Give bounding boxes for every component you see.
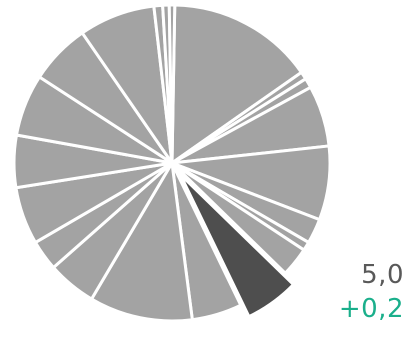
pie-slice-highlighted: [178, 172, 295, 319]
pie-slice-8: [170, 161, 306, 275]
pie-slice-1: [170, 3, 303, 165]
highlight-delta-label: +0,2: [338, 294, 404, 324]
highlight-value-label: 5,0: [361, 260, 404, 290]
pie-slice-21: [167, 3, 177, 165]
pie-slice-11: [90, 161, 194, 323]
